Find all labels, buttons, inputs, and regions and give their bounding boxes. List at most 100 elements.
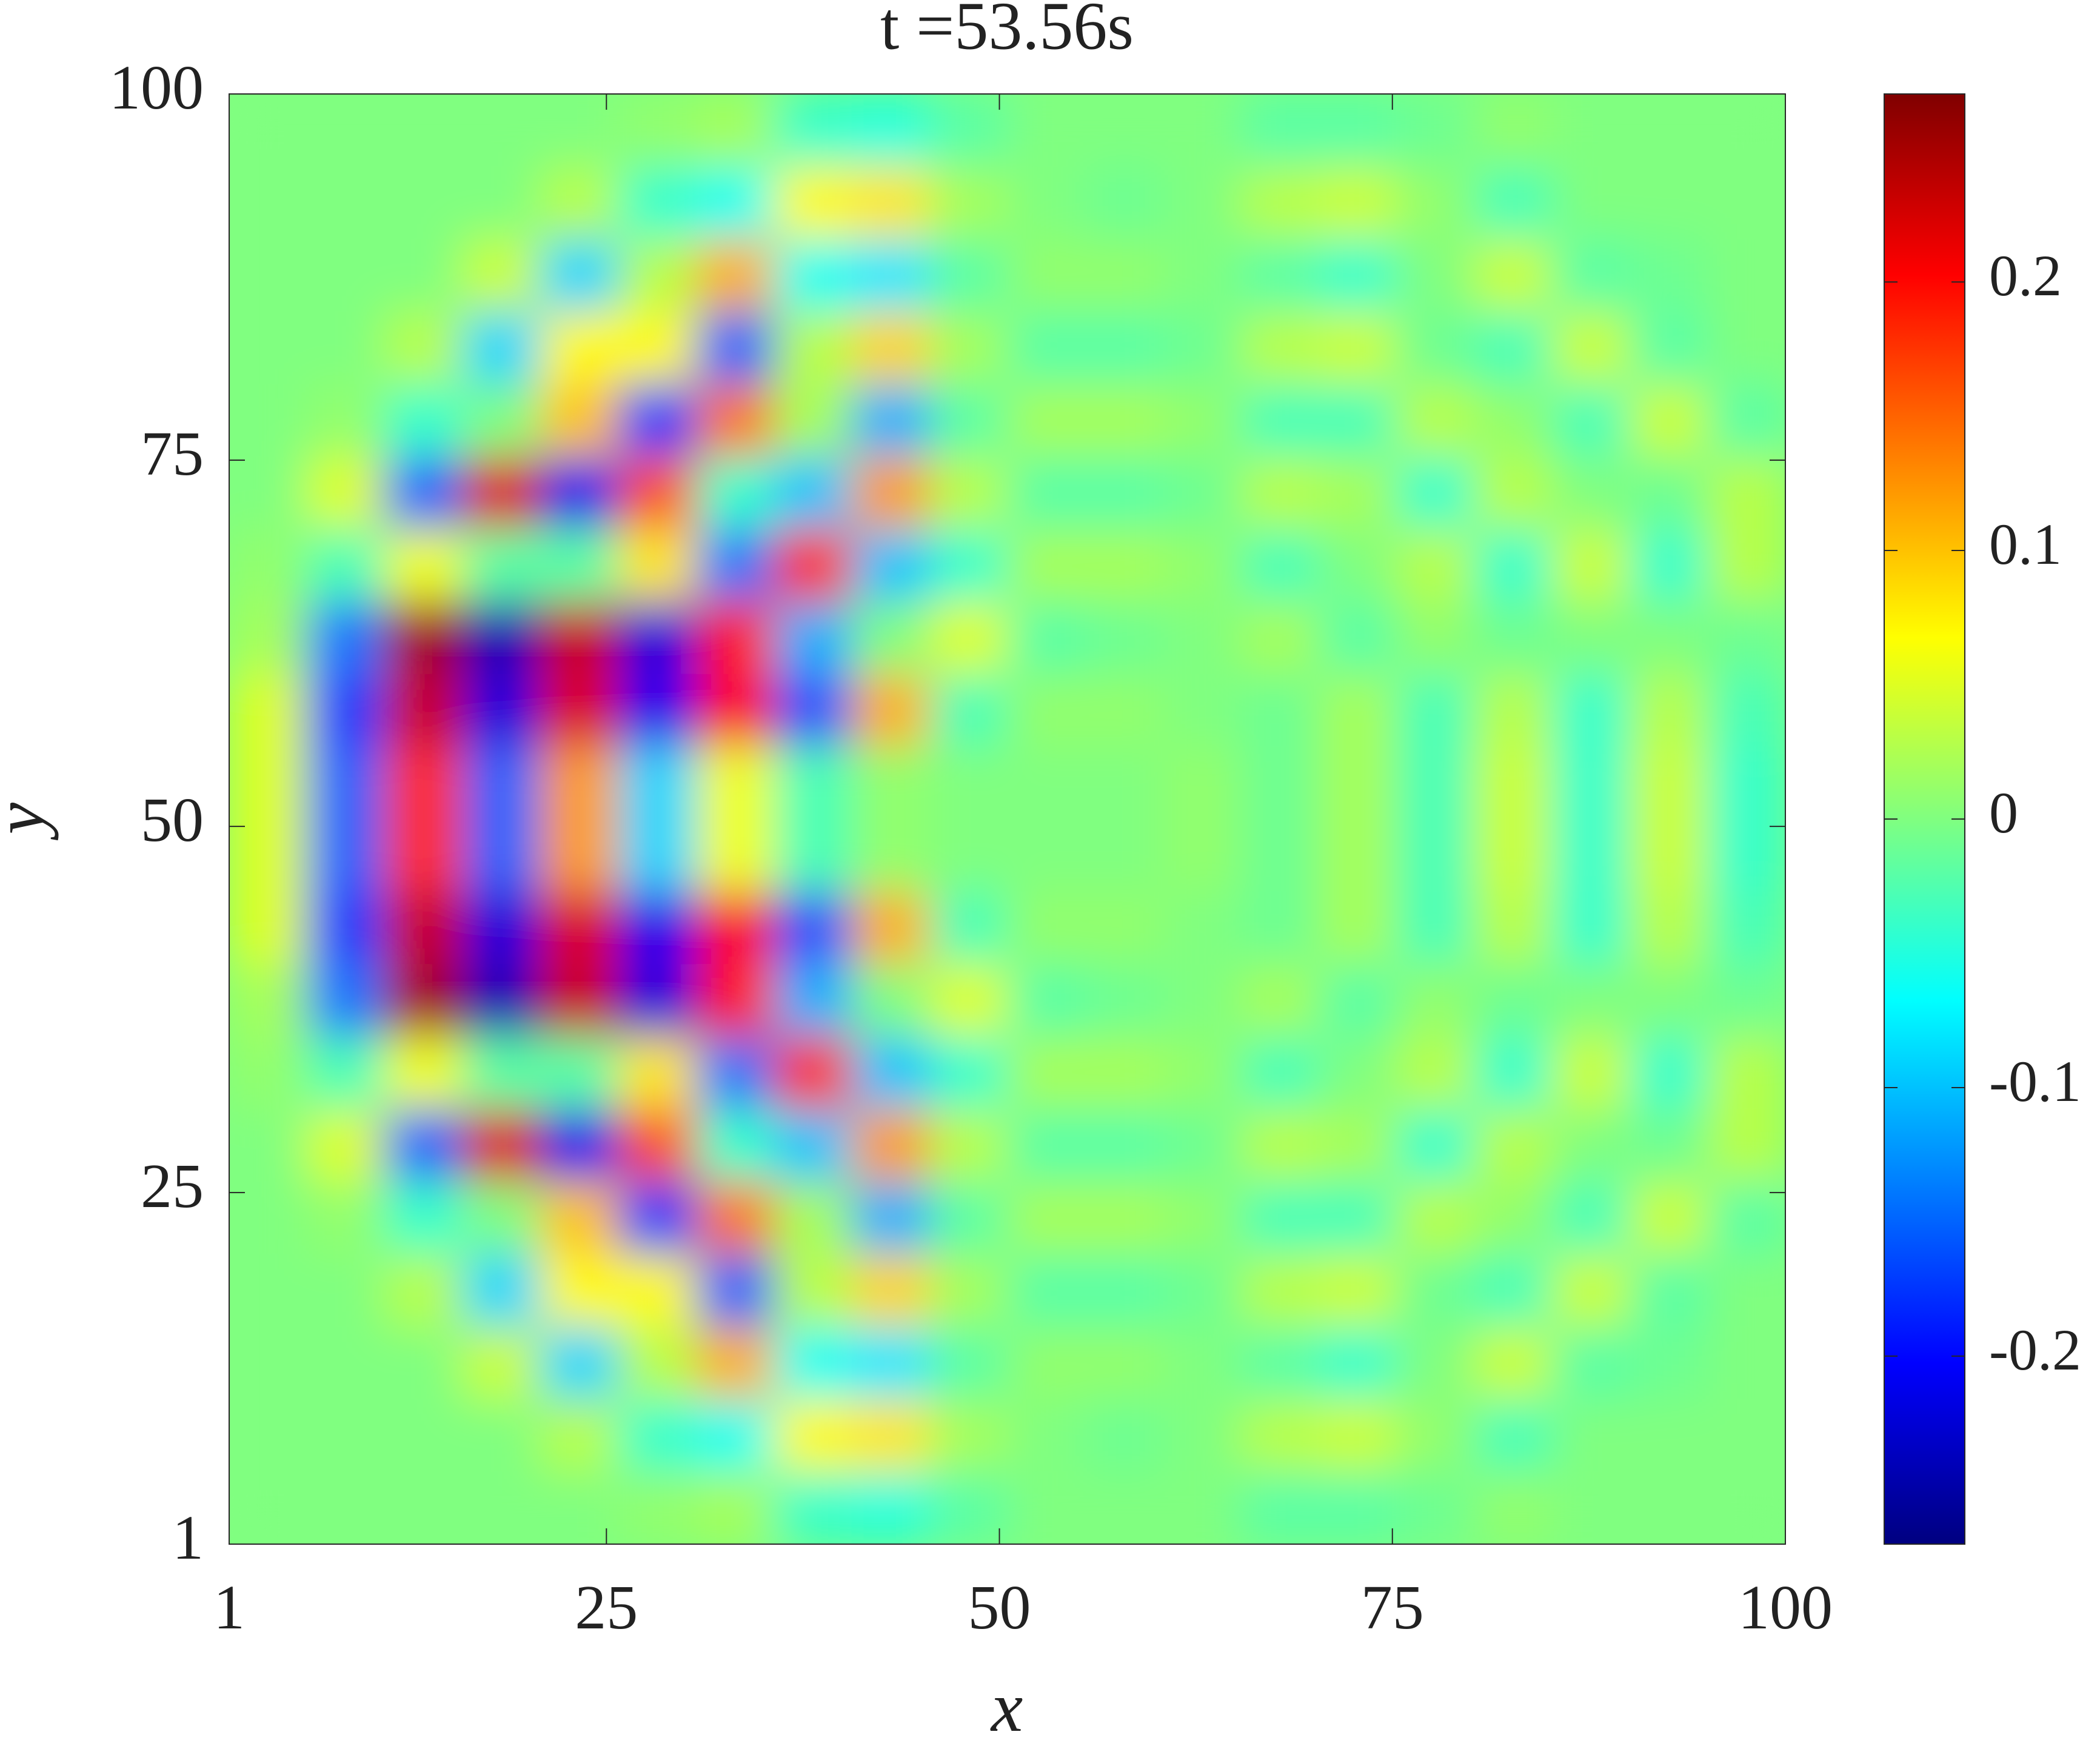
heatmap-cell: [851, 1182, 930, 1255]
y-tick-label: 50: [141, 785, 204, 855]
heatmap-cell: [540, 964, 619, 1037]
heatmap-cell: [1396, 1109, 1475, 1182]
heatmap-cell: [1085, 1109, 1163, 1182]
heatmap-cell: [307, 674, 386, 747]
heatmap-cell: [463, 819, 541, 892]
heatmap-cell: [1474, 311, 1553, 384]
heatmap-cell: [774, 891, 852, 965]
heatmap-cell: [696, 1254, 774, 1327]
heatmap-cell: [1240, 1109, 1319, 1182]
heatmap-cell: [1163, 1182, 1242, 1255]
heatmap-cell: [463, 1326, 541, 1400]
heatmap-cell: [1707, 746, 1785, 820]
heatmap-cell: [1085, 1254, 1163, 1327]
heatmap-cell: [618, 1254, 697, 1327]
heatmap-cell: [384, 94, 463, 167]
heatmap-cell: [851, 1254, 930, 1327]
heatmap-cell: [384, 1471, 463, 1544]
heatmap-cell: [1240, 94, 1319, 167]
heatmap-cell: [851, 384, 930, 457]
heatmap-cell: [696, 94, 774, 167]
heatmap-cell: [1163, 1326, 1242, 1400]
colorbar-tick-label: -0.1: [1989, 1049, 2081, 1114]
heatmap-cell: [774, 1399, 852, 1472]
heatmap-cell: [307, 1471, 386, 1544]
heatmap-cell: [1318, 239, 1397, 312]
heatmap-cell: [307, 964, 386, 1037]
heatmap-cell: [463, 166, 541, 239]
heatmap-cell: [384, 384, 463, 457]
x-tick-label: 25: [575, 1573, 638, 1642]
heatmap-cell: [463, 1471, 541, 1544]
heatmap-cell: [1630, 1254, 1708, 1327]
heatmap-cell: [1630, 1399, 1708, 1472]
heatmap-cell: [1085, 1182, 1163, 1255]
heatmap-cell: [463, 746, 541, 820]
heatmap-cell: [463, 311, 541, 384]
heatmap-cell: [229, 964, 307, 1037]
heatmap-cell: [384, 601, 463, 675]
heatmap-cell: [696, 601, 774, 675]
heatmap-cell: [774, 1471, 852, 1544]
heatmap-cell: [1474, 1036, 1553, 1109]
heatmap-cell: [851, 674, 930, 747]
heatmap-cell: [1474, 384, 1553, 457]
heatmap-cell: [1318, 601, 1397, 675]
heatmap-cell: [1163, 746, 1242, 820]
heatmap-cell: [1163, 819, 1242, 892]
heatmap-cell: [1007, 94, 1086, 167]
heatmap-cell: [307, 166, 386, 239]
heatmap-cell: [1007, 1326, 1086, 1400]
heatmap-cell: [774, 1254, 852, 1327]
heatmap-cell: [463, 1109, 541, 1182]
y-tick-label: 100: [109, 53, 204, 122]
heatmap-cell: [540, 457, 619, 530]
heatmap-cell: [696, 1399, 774, 1472]
heatmap-cell: [384, 457, 463, 530]
heatmap-cell: [618, 1036, 697, 1109]
heatmap-cell: [851, 1326, 930, 1400]
heatmap-cell: [1163, 674, 1242, 747]
x-axis-label: x: [990, 1667, 1023, 1746]
heatmap-cell: [1318, 1109, 1397, 1182]
heatmap-cell: [463, 674, 541, 747]
heatmap-cell: [540, 819, 619, 892]
heatmap-cell: [929, 1254, 1008, 1327]
heatmap-cell: [1396, 819, 1475, 892]
heatmap-cell: [929, 166, 1008, 239]
heatmap-cell: [463, 1399, 541, 1472]
heatmap-cell: [307, 1182, 386, 1255]
heatmap-cell: [774, 311, 852, 384]
heatmap-cell: [229, 1109, 307, 1182]
heatmap-cell: [696, 674, 774, 747]
heatmap-cell: [1007, 1182, 1086, 1255]
heatmap-cell: [1474, 964, 1553, 1037]
heatmap-cell: [1007, 529, 1086, 602]
heatmap-cell: [307, 311, 386, 384]
heatmap-cell: [618, 384, 697, 457]
heatmap-cell: [1474, 601, 1553, 675]
heatmap-cell: [1630, 964, 1708, 1037]
heatmap-cell: [1474, 891, 1553, 965]
heatmap-cell: [1240, 1036, 1319, 1109]
heatmap-cell: [384, 529, 463, 602]
heatmap-cell: [1085, 891, 1163, 965]
heatmap-cell: [696, 311, 774, 384]
heatmap-cell: [1318, 1326, 1397, 1400]
heatmap-cell: [1318, 529, 1397, 602]
heatmap-cell: [1551, 94, 1630, 167]
heatmap-cell: [384, 746, 463, 820]
heatmap-cell: [1551, 1254, 1630, 1327]
heatmap-cell: [1396, 384, 1475, 457]
heatmap-cell: [463, 239, 541, 312]
heatmap-cell: [1163, 384, 1242, 457]
heatmap-cell: [229, 1182, 307, 1255]
heatmap-cell: [851, 94, 930, 167]
heatmap-cell: [774, 529, 852, 602]
heatmap-cell: [463, 529, 541, 602]
heatmap-cell: [1085, 239, 1163, 312]
heatmap-cell: [851, 529, 930, 602]
heatmap-cell: [1630, 94, 1708, 167]
heatmap-cell: [1707, 529, 1785, 602]
